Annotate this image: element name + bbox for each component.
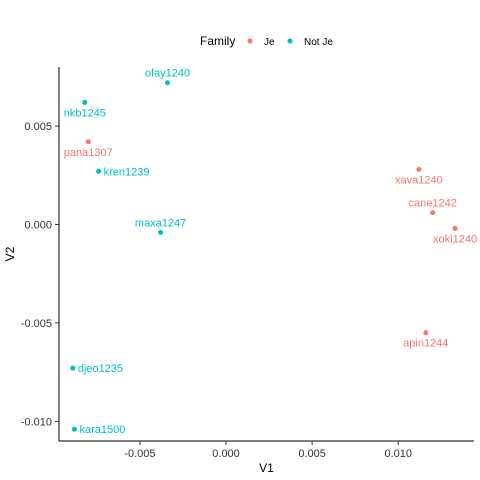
data-point <box>430 210 436 216</box>
data-point <box>158 229 164 235</box>
data-point <box>85 139 91 145</box>
x-tick-label: 0.005 <box>298 448 326 460</box>
point-label: maxa1247 <box>135 217 186 229</box>
y-tick-label: 0.005 <box>24 121 52 133</box>
data-point <box>82 99 88 105</box>
point-label: xava1240 <box>395 174 443 186</box>
x-axis-title: V1 <box>259 461 274 475</box>
data-point <box>416 166 422 172</box>
point-label: ofay1240 <box>145 68 190 80</box>
legend: Family Je Not Je <box>200 34 333 48</box>
point-label: kara1500 <box>79 424 125 436</box>
legend-title: Family <box>200 34 235 48</box>
x-tick-label: 0.010 <box>384 448 412 460</box>
data-point <box>164 80 170 86</box>
point-label: cane1242 <box>409 198 457 210</box>
point-label: xokl1240 <box>433 233 477 245</box>
y-tick-label: -0.005 <box>21 318 52 330</box>
data-point <box>71 426 77 432</box>
legend-label-0: Je <box>264 37 275 48</box>
legend-label-1: Not Je <box>304 37 333 48</box>
point-label: djeo1235 <box>78 363 123 375</box>
x-tick-label: -0.005 <box>124 448 155 460</box>
point-label: pana1307 <box>64 147 113 159</box>
data-point <box>423 330 429 336</box>
y-axis-title: V2 <box>3 246 17 261</box>
axes: -0.005 0.000 0.005 0.010 0.005 0.000 -0.005 -0.… <box>3 67 474 475</box>
point-label: kren1239 <box>104 166 150 178</box>
x-tick-label: 0.000 <box>212 448 240 460</box>
data-point <box>70 365 76 371</box>
y-tick-label: -0.010 <box>21 416 52 428</box>
legend-key-0 <box>247 38 253 44</box>
data-point <box>452 225 458 231</box>
data-point <box>96 168 102 174</box>
y-tick-label: 0.000 <box>24 219 52 231</box>
legend-key-1 <box>287 38 293 44</box>
plot-area: pana1307 xava1240 cane1242 xokl1240 apin1244… <box>64 68 477 436</box>
point-label: apin1244 <box>403 338 448 350</box>
point-label: nkb1245 <box>64 107 106 119</box>
